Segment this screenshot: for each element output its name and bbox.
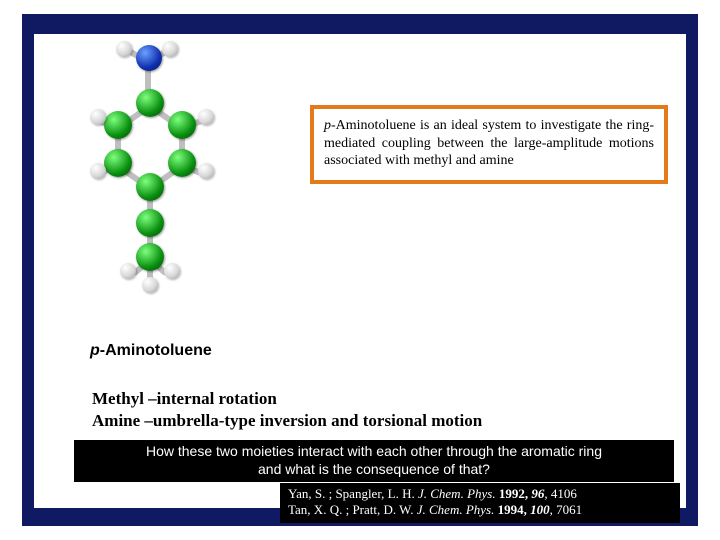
- ref1-page: , 4106: [544, 486, 577, 501]
- callout-text: -Aminotoluene is an ideal system to inve…: [324, 118, 654, 168]
- ref1-year: 1992,: [496, 486, 532, 501]
- atom-hydrogen: [90, 109, 106, 125]
- atom-carbon: [104, 111, 132, 139]
- references-box: Yan, S. ; Spangler, L. H. J. Chem. Phys.…: [280, 483, 680, 523]
- atom-carbon: [168, 111, 196, 139]
- ref1-authors: Yan, S. ; Spangler, L. H.: [288, 486, 418, 501]
- callout-prefix: p: [324, 118, 331, 133]
- molecule-diagram: [50, 45, 260, 325]
- question-line2: and what is the consequence of that?: [82, 461, 666, 479]
- question-box: How these two moieties interact with eac…: [74, 440, 674, 482]
- atom-nitrogen: [136, 45, 162, 71]
- ref1: Yan, S. ; Spangler, L. H. J. Chem. Phys.…: [288, 486, 672, 502]
- atom-carbon: [136, 89, 164, 117]
- callout-box: p-Aminotoluene is an ideal system to inv…: [310, 105, 668, 184]
- ref2-vol: 100: [530, 502, 550, 517]
- atom-carbon: [168, 149, 196, 177]
- atom-carbon: [104, 149, 132, 177]
- molecule-label-prefix: p: [90, 342, 100, 359]
- ref1-vol: 96: [531, 486, 544, 501]
- molecule-label-rest: -Aminotoluene: [100, 342, 212, 359]
- motion-line1: Methyl –internal rotation: [92, 388, 482, 410]
- molecule-label: p-Aminotoluene: [90, 342, 212, 360]
- motion-line2: Amine –umbrella-type inversion and torsi…: [92, 410, 482, 432]
- atom-hydrogen: [120, 263, 136, 279]
- ref2-year: 1994,: [494, 502, 530, 517]
- ref2-journal: J. Chem. Phys.: [417, 502, 495, 517]
- atom-hydrogen: [90, 163, 106, 179]
- motion-description: Methyl –internal rotation Amine –umbrell…: [92, 388, 482, 432]
- atom-hydrogen: [164, 263, 180, 279]
- atom-carbon: [136, 173, 164, 201]
- atom-hydrogen: [142, 277, 158, 293]
- atom-hydrogen: [198, 163, 214, 179]
- ref2-authors: Tan, X. Q. ; Pratt, D. W.: [288, 502, 417, 517]
- atom-hydrogen: [198, 109, 214, 125]
- question-line1: How these two moieties interact with eac…: [82, 443, 666, 461]
- ref1-journal: J. Chem. Phys.: [418, 486, 496, 501]
- atom-hydrogen: [116, 41, 132, 57]
- atom-carbon: [136, 209, 164, 237]
- atom-hydrogen: [162, 41, 178, 57]
- ref2-page: , 7061: [550, 502, 583, 517]
- atom-carbon: [136, 243, 164, 271]
- ref2: Tan, X. Q. ; Pratt, D. W. J. Chem. Phys.…: [288, 502, 672, 518]
